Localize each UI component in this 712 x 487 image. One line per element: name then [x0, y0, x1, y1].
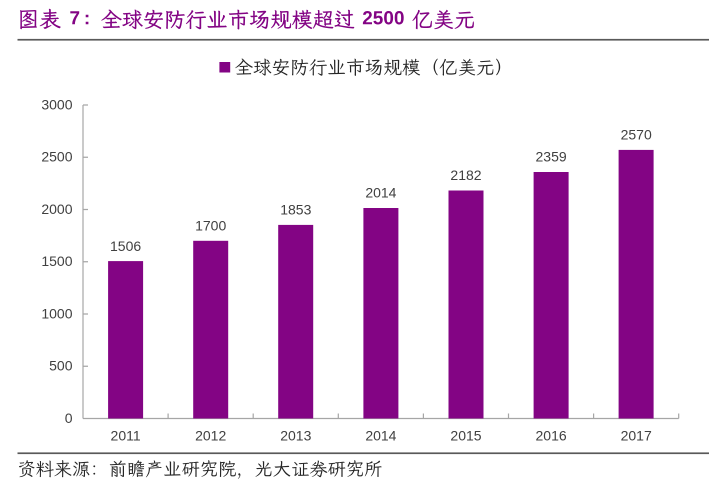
svg-text:1853: 1853 [280, 202, 311, 218]
svg-text:2570: 2570 [621, 127, 652, 143]
svg-text:2500: 2500 [41, 149, 72, 165]
svg-text:2016: 2016 [536, 428, 567, 444]
svg-text:1500: 1500 [41, 253, 72, 269]
svg-text:3000: 3000 [41, 96, 72, 112]
svg-text:2013: 2013 [280, 428, 311, 444]
svg-text:1000: 1000 [41, 305, 72, 321]
svg-text:2000: 2000 [41, 201, 72, 217]
svg-text:2011: 2011 [111, 428, 141, 444]
svg-text:2359: 2359 [536, 149, 567, 165]
svg-text:2014: 2014 [365, 428, 396, 444]
svg-text:2182: 2182 [450, 167, 481, 183]
svg-text:2015: 2015 [450, 428, 481, 444]
svg-text:2012: 2012 [195, 428, 226, 444]
svg-text:1506: 1506 [110, 238, 141, 254]
svg-text:500: 500 [49, 358, 73, 374]
svg-text:1700: 1700 [195, 218, 226, 234]
svg-text:0: 0 [65, 410, 73, 426]
svg-text:2017: 2017 [621, 428, 652, 444]
svg-text:2014: 2014 [365, 185, 396, 201]
